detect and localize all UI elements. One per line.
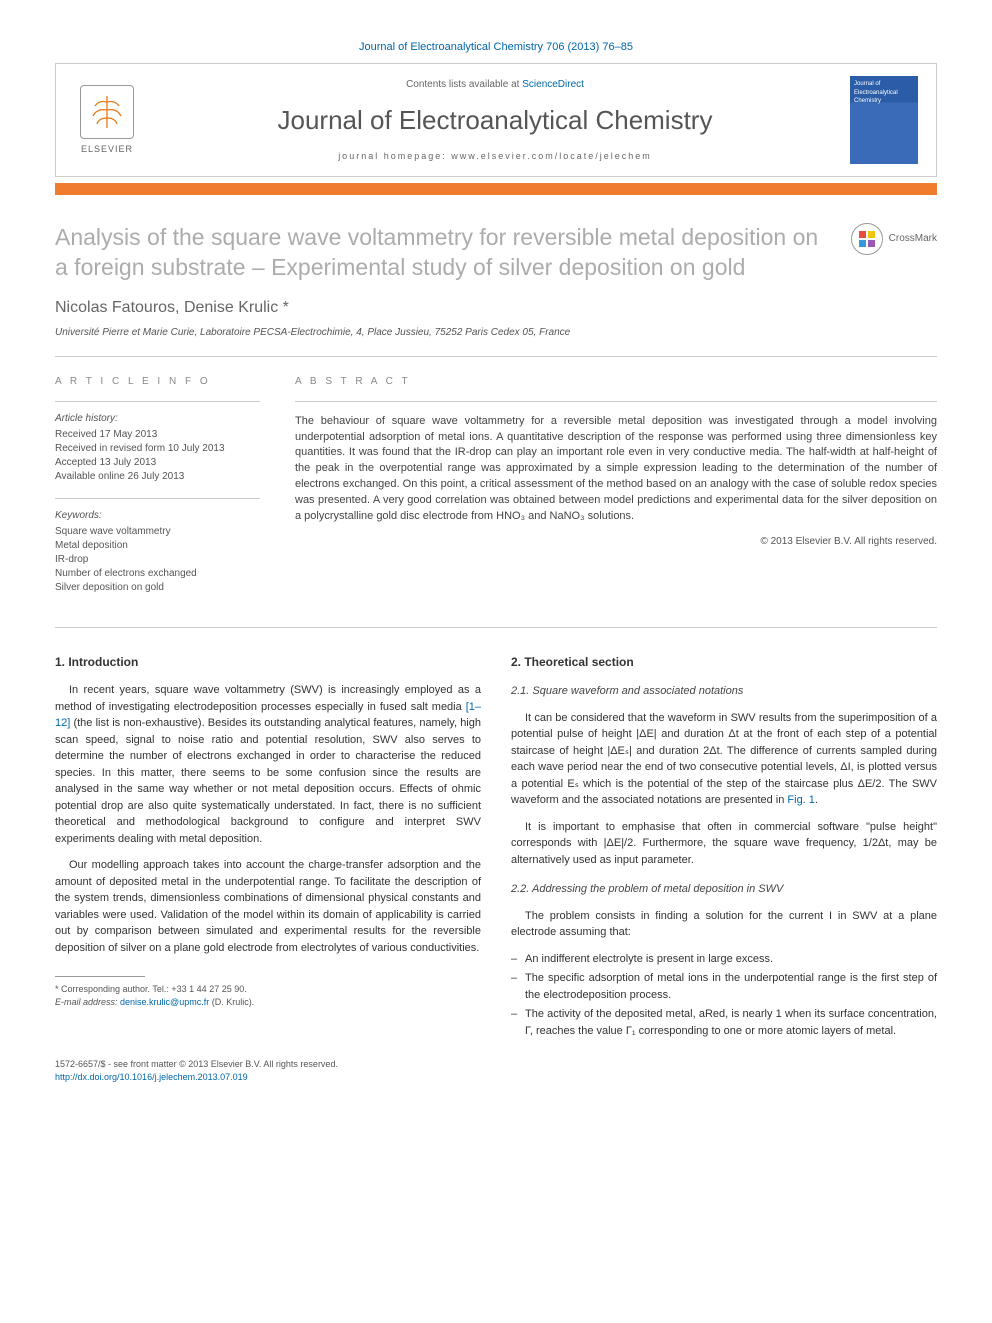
abstract-heading: A B S T R A C T [295, 375, 937, 389]
abstract-block: A B S T R A C T The behaviour of square … [295, 375, 937, 609]
text-run: In recent years, square wave voltammetry… [55, 684, 481, 713]
footnote-divider [55, 976, 145, 977]
body-paragraph: Our modelling approach takes into accoun… [55, 857, 481, 956]
divider [295, 401, 937, 402]
body-paragraph: It is important to emphasise that often … [511, 819, 937, 869]
right-column: 2. Theoretical section 2.1. Square wavef… [511, 654, 937, 1043]
subsection-2-2-heading: 2.2. Addressing the problem of metal dep… [511, 882, 937, 897]
history-item: Available online 26 July 2013 [55, 470, 260, 484]
body-paragraph: In recent years, square wave voltammetry… [55, 682, 481, 847]
body-paragraph: It can be considered that the waveform i… [511, 710, 937, 809]
crossmark-badge[interactable]: CrossMark [851, 223, 937, 255]
text-run: . [815, 794, 818, 806]
text-run: It is important to emphasise that often … [511, 821, 937, 866]
abstract-text: The behaviour of square wave voltammetry… [295, 414, 937, 526]
keyword: Silver deposition on gold [55, 581, 260, 595]
contents-line: Contents lists available at ScienceDirec… [158, 78, 832, 92]
divider [55, 498, 260, 499]
contents-prefix: Contents lists available at [406, 79, 522, 90]
sciencedirect-link[interactable]: ScienceDirect [522, 79, 584, 90]
keyword: Square wave voltammetry [55, 525, 260, 539]
list-item: The specific adsorption of metal ions in… [525, 970, 937, 1003]
history-item: Received in revised form 10 July 2013 [55, 442, 260, 456]
history-item: Received 17 May 2013 [55, 428, 260, 442]
orange-divider [55, 183, 937, 195]
text-run: The problem consists in finding a soluti… [511, 910, 937, 939]
keywords-label: Keywords: [55, 509, 260, 523]
article-info-heading: A R T I C L E I N F O [55, 375, 260, 389]
history-item: Accepted 13 July 2013 [55, 456, 260, 470]
abstract-copyright: © 2013 Elsevier B.V. All rights reserved… [295, 535, 937, 549]
authors: Nicolas Fatouros, Denise Krulic * [55, 297, 937, 319]
crossmark-label: CrossMark [889, 232, 937, 246]
keyword: Number of electrons exchanged [55, 567, 260, 581]
section-2-heading: 2. Theoretical section [511, 654, 937, 671]
elsevier-logo: ELSEVIER [74, 81, 140, 159]
divider [55, 627, 937, 628]
body-paragraph: The problem consists in finding a soluti… [511, 908, 937, 941]
figure-link[interactable]: Fig. 1 [787, 794, 815, 806]
list-item: The activity of the deposited metal, aRe… [525, 1006, 937, 1039]
doi-link[interactable]: http://dx.doi.org/10.1016/j.jelechem.201… [55, 1072, 248, 1082]
email-label: E-mail address: [55, 997, 120, 1007]
citation-header: Journal of Electroanalytical Chemistry 7… [55, 40, 937, 55]
history-label: Article history: [55, 412, 260, 426]
issn-line: 1572-6657/$ - see front matter © 2013 El… [55, 1058, 937, 1071]
email-link[interactable]: denise.krulic@upmc.fr [120, 997, 209, 1007]
assumption-list: An indifferent electrolyte is present in… [511, 951, 937, 1040]
left-column: 1. Introduction In recent years, square … [55, 654, 481, 1043]
text-run: Our modelling approach takes into accoun… [55, 859, 481, 954]
article-title: Analysis of the square wave voltammetry … [55, 223, 831, 283]
keyword: Metal deposition [55, 539, 260, 553]
email-suffix: (D. Krulic). [209, 997, 254, 1007]
journal-header-box: ELSEVIER Contents lists available at Sci… [55, 63, 937, 177]
footer-bar: 1572-6657/$ - see front matter © 2013 El… [55, 1058, 937, 1083]
subsection-2-1-heading: 2.1. Square waveform and associated nota… [511, 684, 937, 699]
affiliation: Université Pierre et Marie Curie, Labora… [55, 326, 937, 340]
email-line: E-mail address: denise.krulic@upmc.fr (D… [55, 996, 481, 1009]
elsevier-label: ELSEVIER [81, 143, 133, 156]
cover-text: Journal of Electroanalytical Chemistry [854, 80, 914, 105]
homepage-url: www.elsevier.com/locate/jelechem [451, 151, 652, 161]
crossmark-icon [851, 223, 883, 255]
section-1-heading: 1. Introduction [55, 654, 481, 671]
keyword: IR-drop [55, 553, 260, 567]
article-info-block: A R T I C L E I N F O Article history: R… [55, 375, 260, 609]
journal-cover-thumbnail: Journal of Electroanalytical Chemistry [850, 76, 918, 164]
elsevier-tree-icon [80, 85, 134, 139]
list-item: An indifferent electrolyte is present in… [525, 951, 937, 968]
homepage-line: journal homepage: www.elsevier.com/locat… [158, 150, 832, 163]
homepage-prefix: journal homepage: [338, 151, 451, 161]
text-run: It can be considered that the waveform i… [511, 712, 937, 807]
corresponding-author: * Corresponding author. Tel.: +33 1 44 2… [55, 983, 481, 996]
text-run: (the list is non-exhaustive). Besides it… [55, 717, 481, 845]
journal-name: Journal of Electroanalytical Chemistry [158, 102, 832, 138]
divider [55, 401, 260, 402]
